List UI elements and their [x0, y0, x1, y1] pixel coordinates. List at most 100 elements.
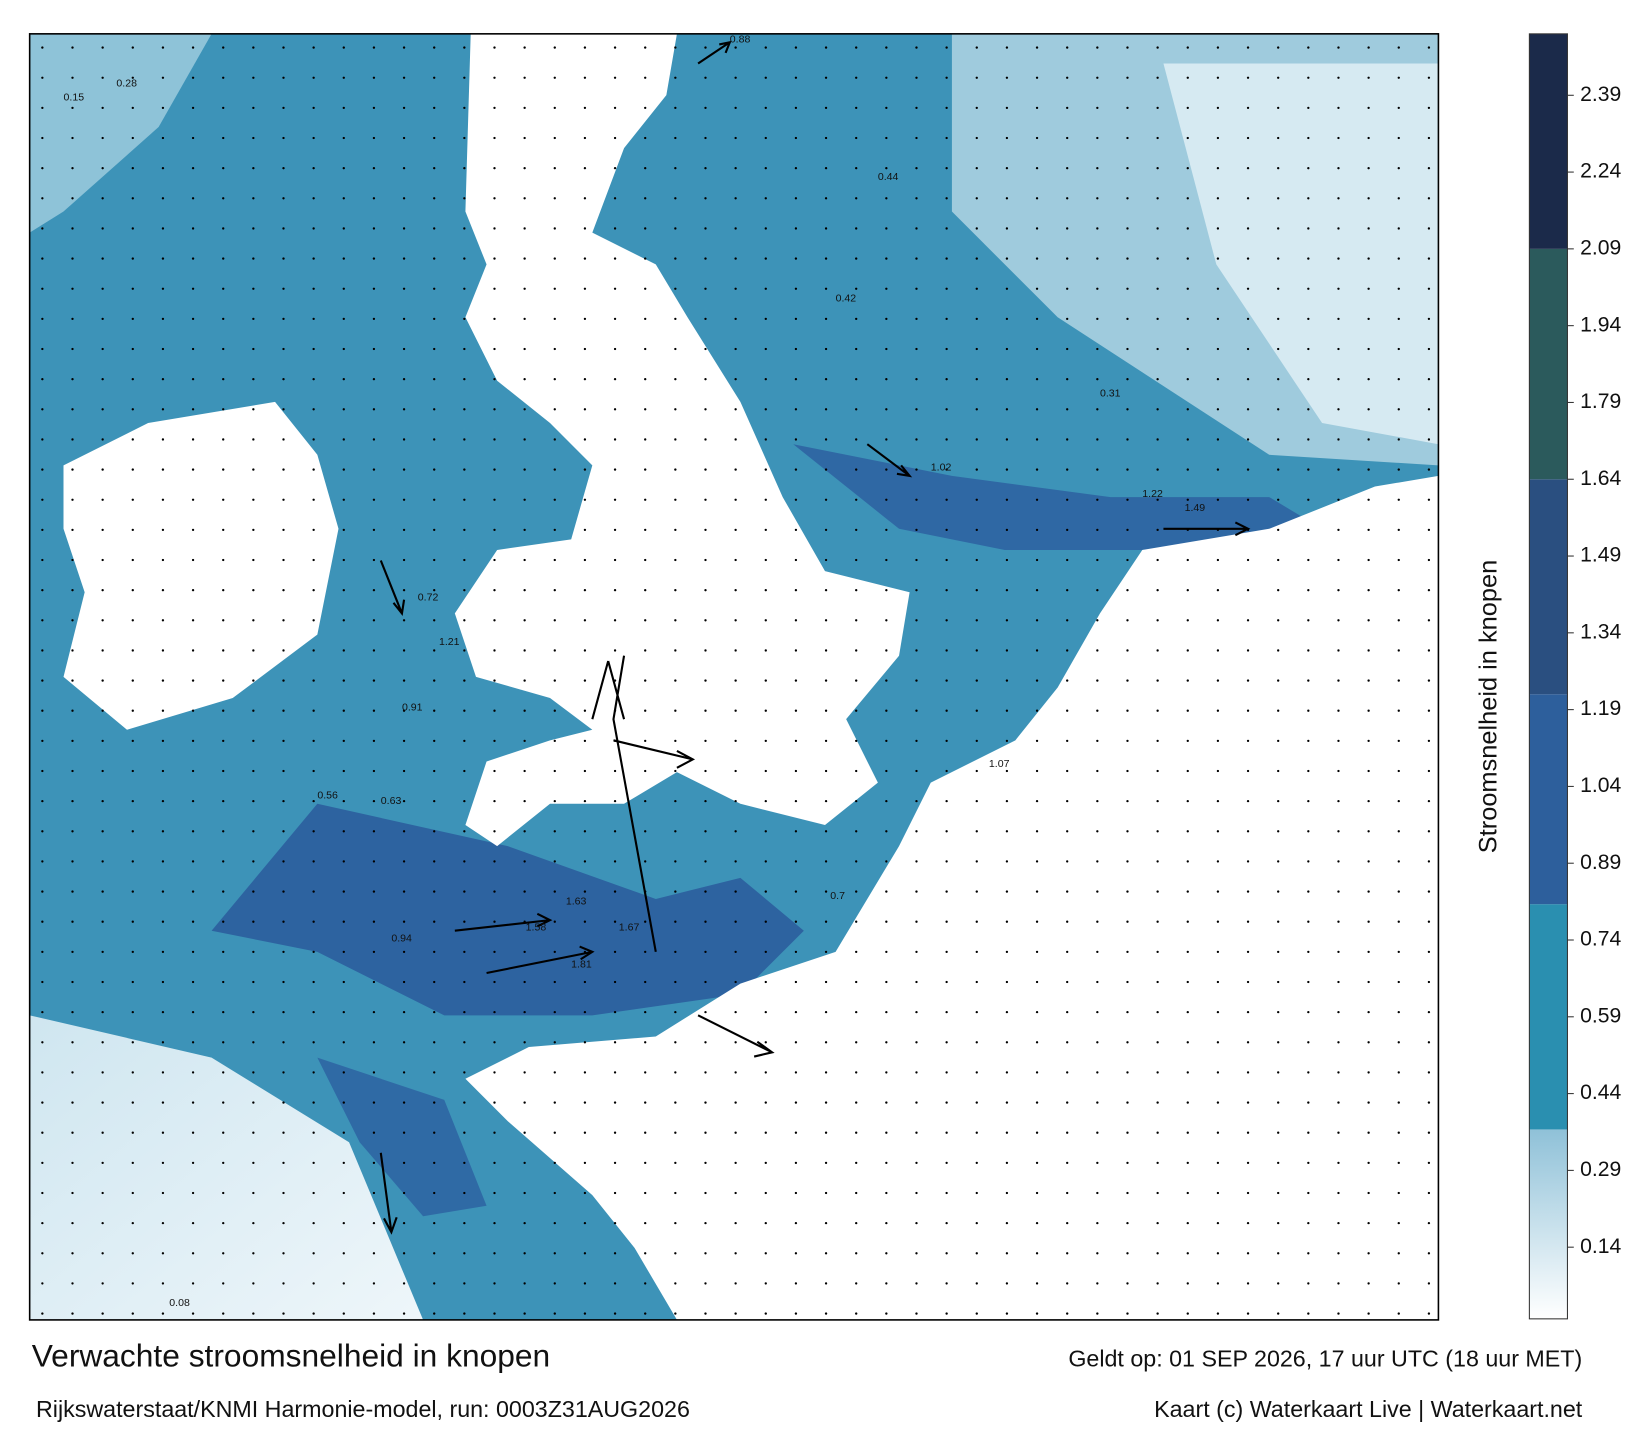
- dot: [222, 1282, 225, 1285]
- dot: [222, 76, 225, 79]
- dot: [131, 890, 134, 893]
- dot: [764, 46, 767, 49]
- dot: [945, 739, 948, 743]
- dot: [945, 166, 948, 170]
- dot: [674, 468, 677, 471]
- dot: [613, 1010, 617, 1014]
- dot: [1216, 1071, 1220, 1074]
- dot: [493, 347, 496, 351]
- dot: [734, 347, 737, 351]
- dot: [885, 1101, 888, 1104]
- dot: [1126, 1191, 1129, 1195]
- dot: [131, 46, 134, 49]
- dot: [1126, 408, 1129, 411]
- dot: [523, 679, 526, 682]
- dot: [1277, 498, 1280, 501]
- dot: [915, 679, 918, 682]
- dot: [1216, 197, 1220, 200]
- dot: [433, 1101, 436, 1104]
- dot: [71, 619, 74, 622]
- dot: [101, 1101, 104, 1104]
- dot: [342, 709, 345, 712]
- dot: [372, 588, 376, 592]
- dot: [644, 950, 647, 954]
- dot: [1066, 287, 1069, 290]
- dot: [553, 649, 556, 652]
- dot: [131, 528, 134, 532]
- dot: [1427, 1010, 1431, 1014]
- dot: [1367, 1041, 1370, 1044]
- dot: [1096, 709, 1099, 712]
- dot: [1035, 468, 1039, 471]
- dot: [161, 799, 165, 803]
- dot: [704, 317, 707, 321]
- dot: [41, 558, 44, 562]
- dot: [222, 1221, 225, 1225]
- dot: [1246, 1071, 1250, 1074]
- dot: [885, 679, 888, 682]
- dot: [613, 1282, 617, 1285]
- dot: [372, 980, 376, 984]
- dot: [945, 347, 948, 351]
- dot: [282, 1312, 285, 1315]
- dot: [493, 1221, 496, 1225]
- dot: [41, 76, 44, 79]
- dot: [222, 799, 225, 803]
- dot: [433, 739, 436, 743]
- dot: [222, 408, 225, 411]
- dot: [1277, 317, 1280, 321]
- dot: [613, 317, 617, 321]
- dot: [644, 1071, 647, 1074]
- dot: [583, 769, 587, 773]
- dot: [1066, 136, 1069, 140]
- dot: [131, 197, 134, 200]
- dot: [402, 619, 406, 622]
- dot: [101, 1252, 104, 1255]
- dot: [222, 197, 225, 200]
- dot: [553, 950, 556, 954]
- dot: [583, 1010, 587, 1014]
- dot: [1277, 1071, 1280, 1074]
- dot: [252, 1041, 255, 1044]
- dot: [1035, 1312, 1039, 1315]
- dot: [1005, 1041, 1009, 1044]
- dot: [1096, 769, 1099, 773]
- dot: [794, 920, 798, 923]
- dot: [41, 769, 44, 773]
- dot: [402, 739, 406, 743]
- dot: [885, 287, 888, 290]
- dot: [493, 136, 496, 140]
- dot: [704, 1041, 707, 1044]
- dot: [704, 1191, 707, 1195]
- dot: [1427, 287, 1431, 290]
- dot: [342, 1010, 345, 1014]
- dot: [1035, 166, 1039, 170]
- colorbar-tick-label: 1.04: [1580, 774, 1621, 797]
- dot: [1397, 769, 1400, 773]
- dot: [975, 709, 978, 712]
- dot: [1156, 980, 1159, 984]
- dot: [794, 890, 798, 893]
- dot: [975, 76, 978, 79]
- dot: [131, 227, 134, 230]
- dot: [71, 980, 74, 984]
- dot: [372, 558, 376, 562]
- dot: [824, 920, 828, 923]
- dot: [1307, 106, 1310, 110]
- dot: [553, 438, 556, 441]
- dot: [975, 1312, 978, 1315]
- dot: [1186, 408, 1189, 411]
- dot: [885, 1252, 888, 1255]
- dot: [1337, 1071, 1340, 1074]
- dot: [1216, 1191, 1220, 1195]
- dot: [101, 588, 104, 592]
- dot: [402, 1312, 406, 1315]
- dot: [282, 890, 285, 893]
- dot: [1337, 950, 1340, 954]
- dot: [252, 739, 255, 743]
- dot: [433, 1010, 436, 1014]
- dot: [433, 1282, 436, 1285]
- dot: [222, 257, 225, 260]
- dot: [734, 76, 737, 79]
- dot: [945, 1191, 948, 1195]
